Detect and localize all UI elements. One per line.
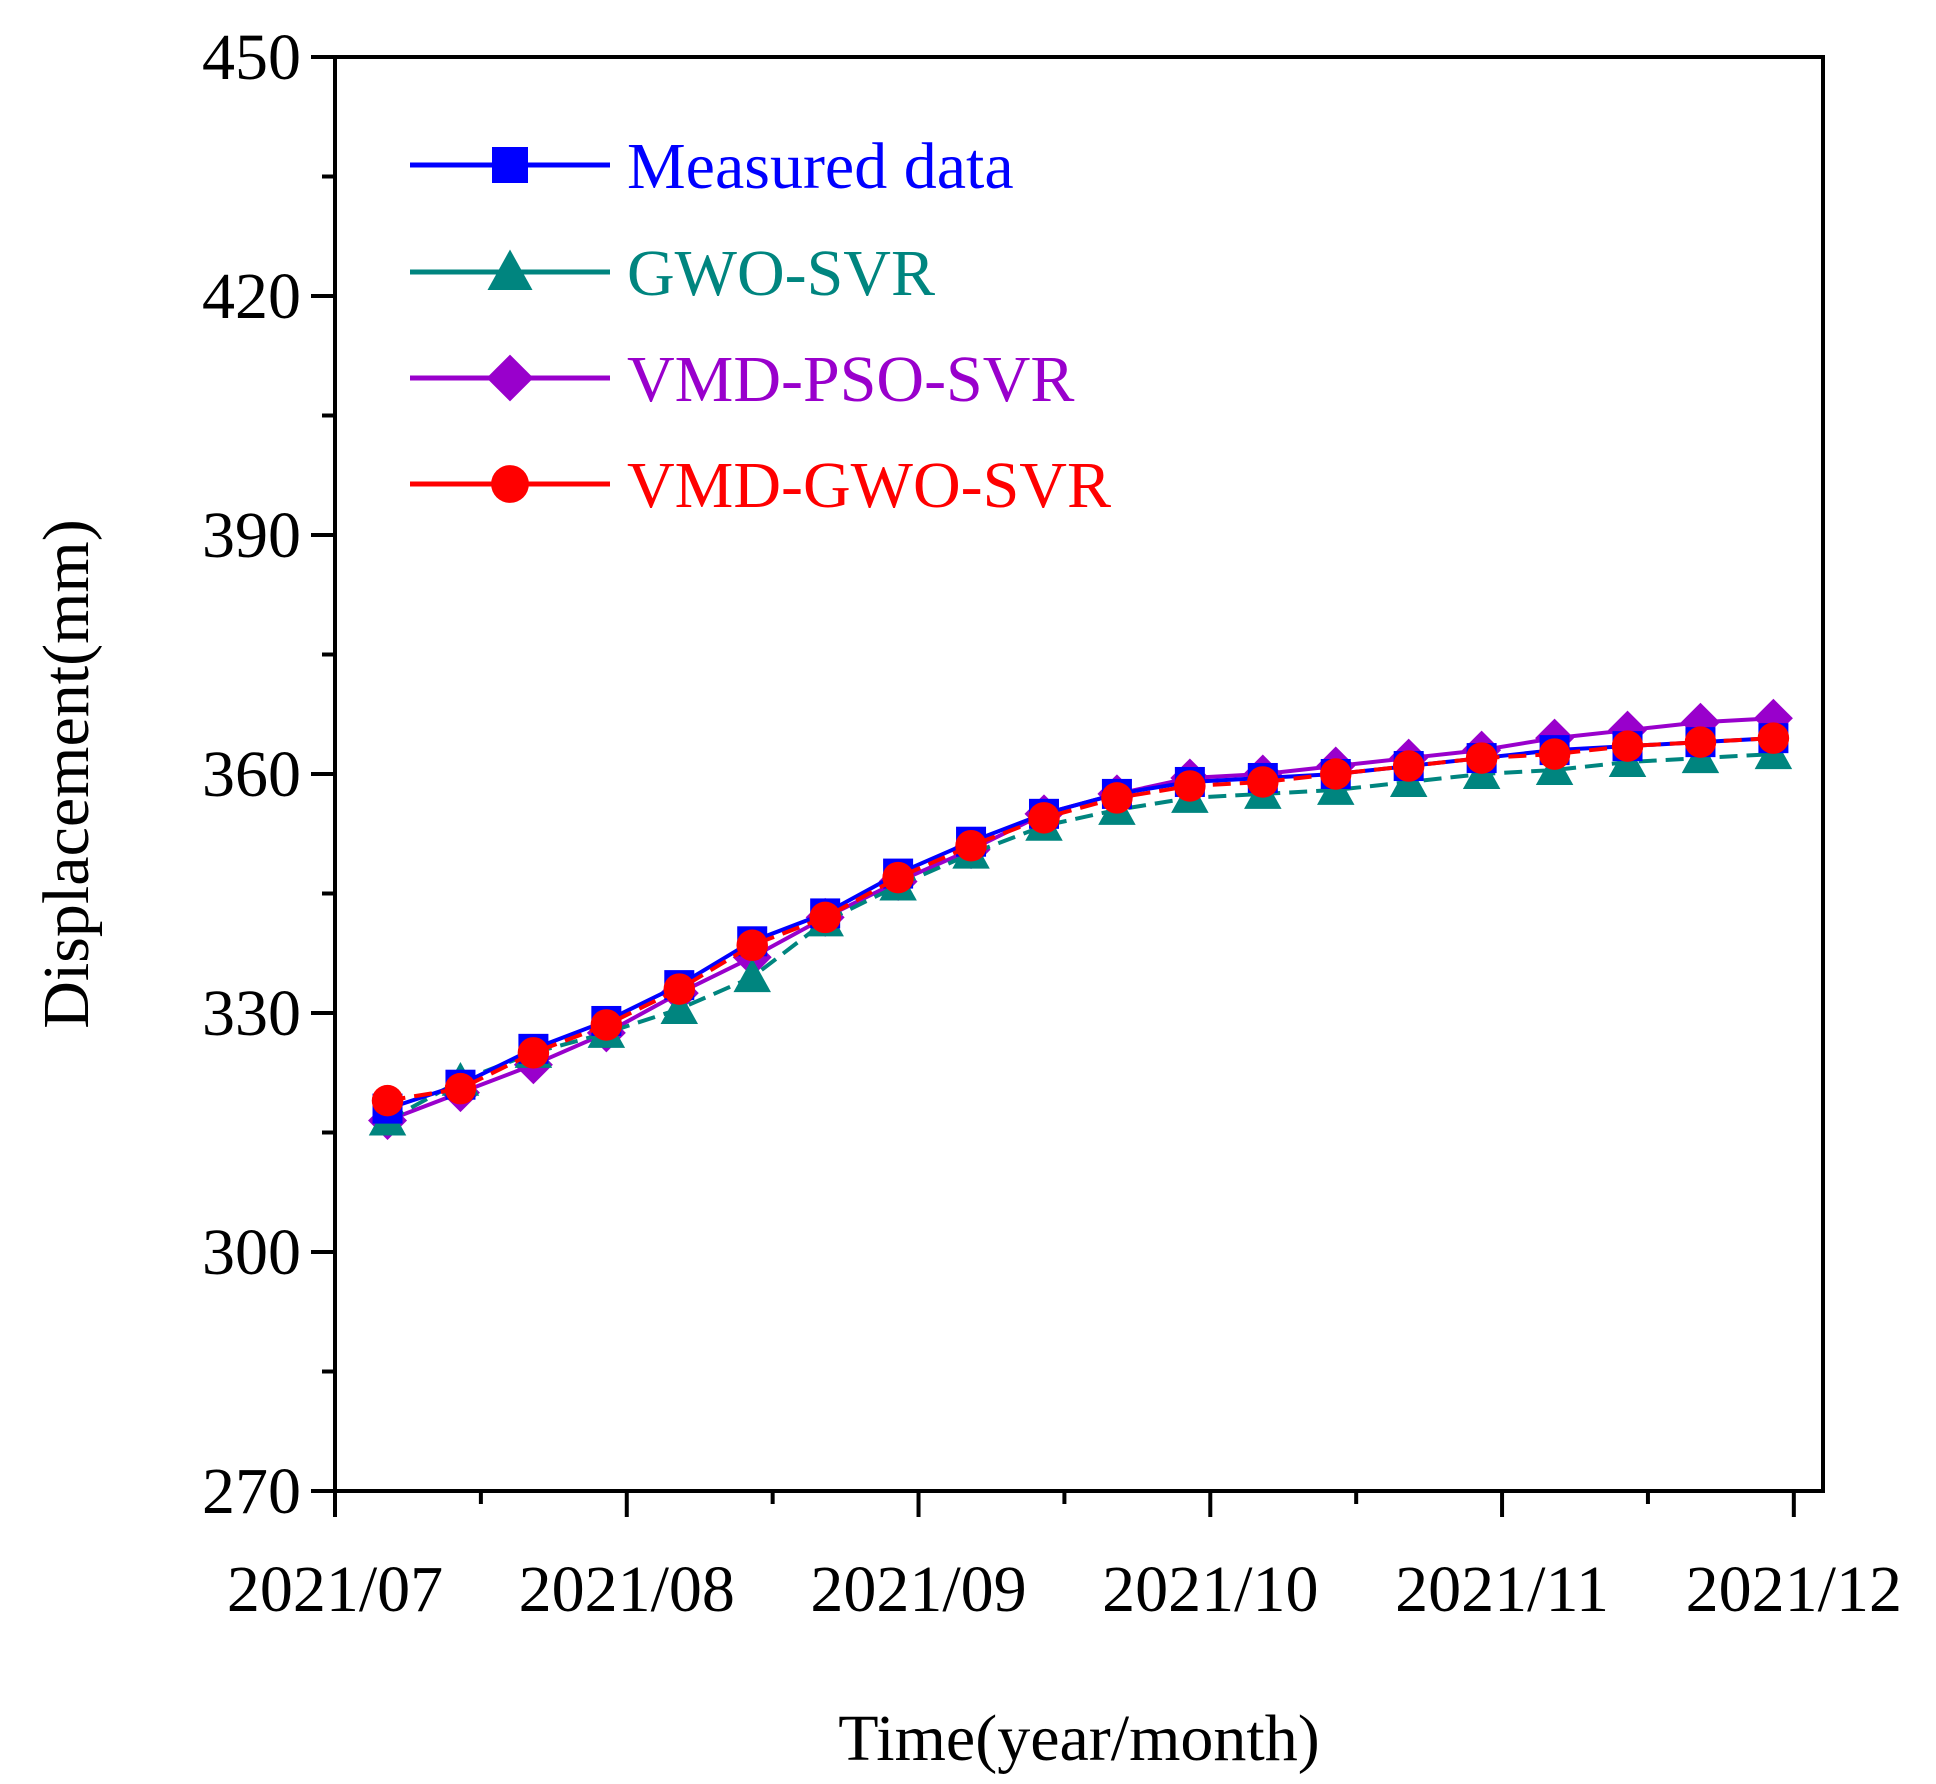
y-tick-label: 420 <box>202 260 301 333</box>
x-axis: 2021/07 2021/08 2021/09 2021/10 2021/11 2021/… <box>227 1491 1902 1626</box>
legend-marker-vmd-gwo-svr <box>491 465 529 503</box>
x-tick-label: 2021/11 <box>1395 1553 1609 1626</box>
data-point-vmd-gwo-svr <box>1684 726 1717 758</box>
x-tick-label: 2021/08 <box>519 1553 735 1626</box>
data-point-vmd-gwo-svr <box>1611 730 1644 762</box>
data-point-vmd-gwo-svr <box>882 861 914 894</box>
legend: Measured data GWO-SVR VMD-PSO-SVR VMD-GWO-S… <box>410 130 1111 522</box>
data-point-vmd-gwo-svr <box>1174 770 1206 802</box>
y-axis-title: Displacement(mm) <box>30 519 103 1029</box>
legend-label-measured-data: Measured data <box>627 130 1014 203</box>
data-point-vmd-gwo-svr <box>517 1037 550 1069</box>
y-tick-label: 450 <box>202 21 301 94</box>
data-point-vmd-gwo-svr <box>1320 758 1352 790</box>
series-line-measured-data <box>386 736 1774 1111</box>
x-tick-label: 2021/09 <box>810 1553 1026 1626</box>
data-point-vmd-gwo-svr <box>736 929 768 962</box>
series-layer <box>368 698 1793 1141</box>
data-point-gwo-svr <box>660 990 699 1025</box>
x-tick-label: 2021/07 <box>227 1553 443 1626</box>
series-measured-data <box>372 723 1789 1124</box>
series-vmd-pso-svr <box>368 698 1793 1141</box>
y-tick-label: 330 <box>202 977 301 1050</box>
data-point-vmd-gwo-svr <box>955 829 987 862</box>
data-point-vmd-gwo-svr <box>444 1072 477 1105</box>
legend-marker-gwo-svr <box>487 249 533 290</box>
legend-label-gwo-svr: GWO-SVR <box>627 237 935 310</box>
y-tick-label: 390 <box>202 499 301 572</box>
y-axis: 270 300 330 360 390 420 450 <box>202 21 335 1528</box>
legend-label-vmd-pso-svr: VMD-PSO-SVR <box>627 343 1074 416</box>
data-point-vmd-gwo-svr <box>809 901 841 934</box>
legend-marker-vmd-pso-svr <box>486 354 534 402</box>
x-tick-label: 2021/12 <box>1686 1553 1902 1626</box>
data-point-vmd-gwo-svr <box>1028 802 1060 834</box>
data-point-vmd-gwo-svr <box>1538 738 1571 770</box>
data-point-vmd-gwo-svr <box>1465 742 1498 774</box>
y-tick-label: 300 <box>202 1216 301 1289</box>
x-tick-label: 2021/10 <box>1102 1553 1318 1626</box>
legend-marker-measured-data <box>492 147 528 183</box>
data-point-gwo-svr <box>733 958 771 993</box>
data-point-vmd-gwo-svr <box>590 1009 623 1041</box>
x-axis-title: Time(year/month) <box>838 1702 1320 1775</box>
data-point-vmd-gwo-svr <box>663 973 696 1005</box>
series-gwo-svr <box>368 735 1793 1136</box>
data-point-vmd-gwo-svr <box>1757 722 1790 754</box>
series-vmd-gwo-svr <box>371 722 1790 1117</box>
data-point-vmd-gwo-svr <box>371 1084 404 1117</box>
data-point-vmd-gwo-svr <box>1392 750 1425 782</box>
data-point-vmd-gwo-svr <box>1247 766 1279 798</box>
y-tick-label: 360 <box>202 738 301 811</box>
y-tick-label: 270 <box>202 1455 301 1528</box>
data-point-vmd-gwo-svr <box>1101 782 1133 814</box>
legend-label-vmd-gwo-svr: VMD-GWO-SVR <box>627 449 1111 522</box>
